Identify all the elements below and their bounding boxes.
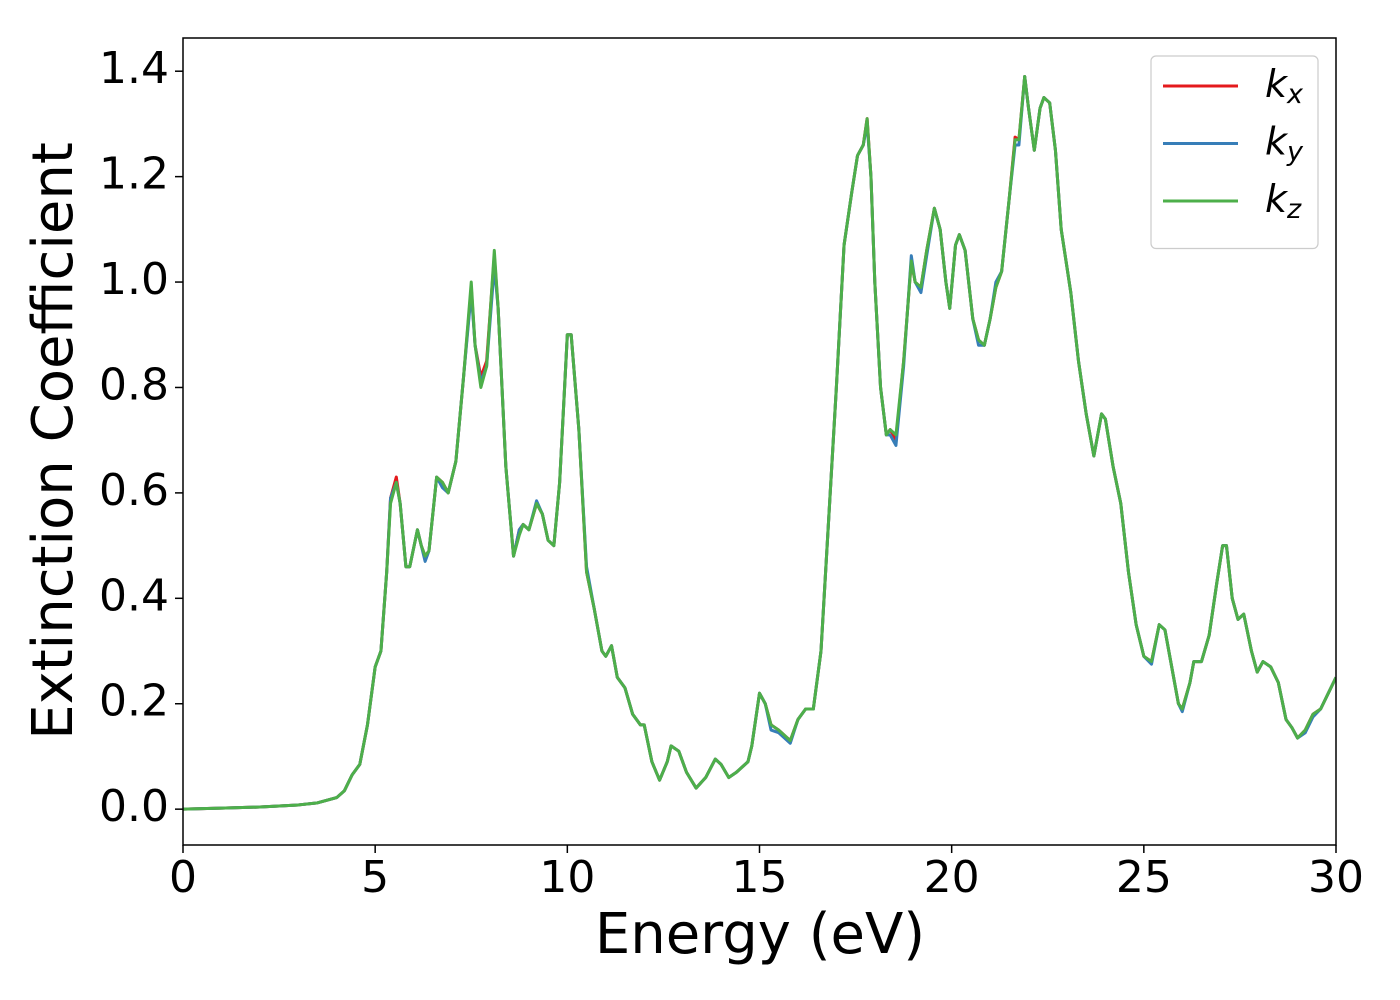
- x-tick-label: 20: [924, 852, 980, 903]
- legend-label: kx: [1265, 62, 1304, 110]
- x-tick-label: 10: [539, 852, 595, 903]
- legend-label: kz: [1265, 177, 1302, 225]
- y-tick-label: 0.0: [99, 781, 169, 832]
- y-tick-label: 0.6: [99, 465, 169, 516]
- y-tick-label: 1.4: [99, 43, 169, 94]
- series-line: [183, 74, 1336, 811]
- y-axis-label: Extinction Coefficient: [21, 142, 86, 740]
- y-tick-label: 1.0: [99, 254, 169, 305]
- x-axis-label: Energy (eV): [595, 902, 925, 967]
- x-tick-label: 0: [169, 852, 197, 903]
- y-tick-label: 1.2: [99, 149, 169, 200]
- y-tick-label: 0.2: [99, 676, 169, 727]
- x-tick-label: 30: [1308, 852, 1364, 903]
- x-tick-label: 5: [361, 852, 389, 903]
- x-tick-label: 15: [732, 852, 788, 903]
- legend-label: ky: [1265, 119, 1304, 167]
- y-tick-label: 0.8: [99, 359, 169, 410]
- plot-frame: [182, 37, 1337, 846]
- x-tick-label: 25: [1116, 852, 1172, 903]
- y-tick-label: 0.4: [99, 570, 169, 621]
